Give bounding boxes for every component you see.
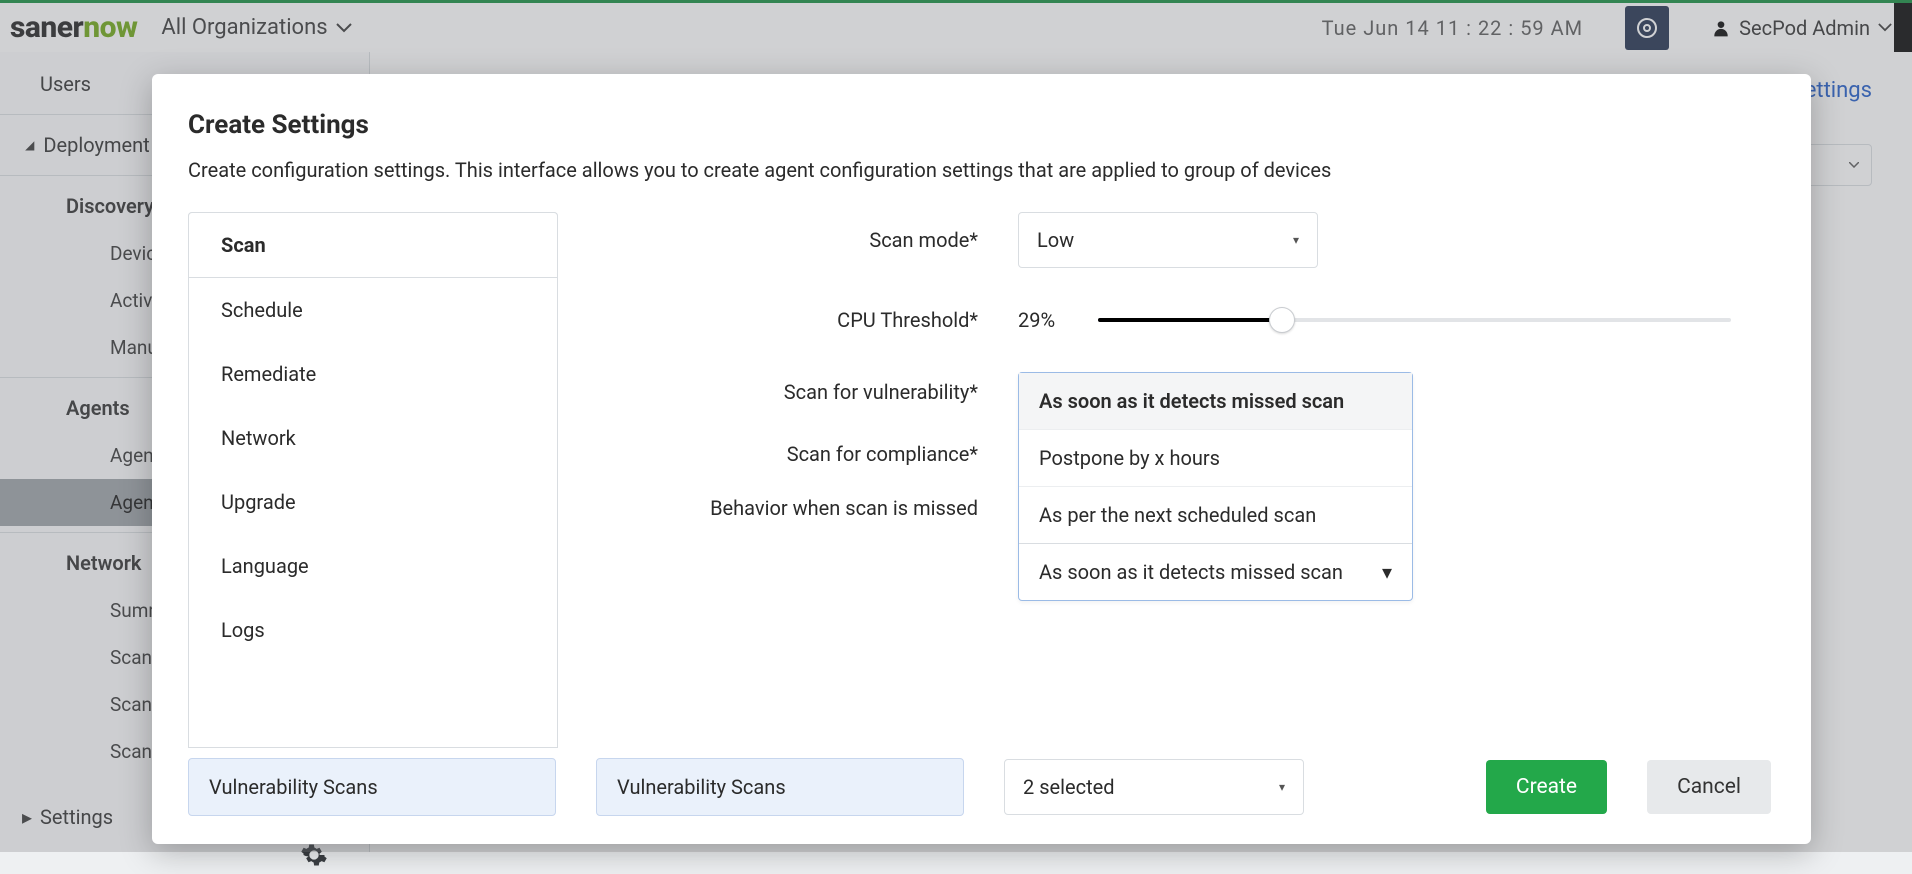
behavior-select[interactable]: As soon as it detects missed scan ▾: [1019, 543, 1412, 600]
create-button-label: Create: [1516, 775, 1577, 799]
modal-footer: Vulnerability Scans Vulnerability Scans …: [188, 748, 1771, 816]
tab-upgrade[interactable]: Upgrade: [189, 470, 557, 534]
modal-description: Create configuration settings. This inte…: [188, 158, 1771, 182]
tab-schedule[interactable]: Schedule: [189, 278, 557, 342]
settings-form: Scan mode* Low ▾ CPU Threshold* 29%: [558, 212, 1771, 748]
label-cpu-threshold: CPU Threshold*: [598, 308, 1018, 332]
tab-network[interactable]: Network: [189, 406, 557, 470]
behavior-option-1[interactable]: Postpone by x hours: [1019, 429, 1412, 486]
chip-input-1-value: Vulnerability Scans: [209, 775, 378, 799]
cancel-button[interactable]: Cancel: [1647, 760, 1771, 814]
tab-remediate[interactable]: Remediate: [189, 342, 557, 406]
tab-scan[interactable]: Scan: [188, 212, 558, 277]
behavior-option-0[interactable]: As soon as it detects missed scan: [1019, 373, 1412, 429]
slider-fill: [1098, 318, 1282, 322]
modal-title: Create Settings: [188, 110, 1771, 140]
settings-tab-list: Scan Schedule Remediate Network Upgrade …: [188, 212, 558, 748]
slider-thumb[interactable]: [1269, 307, 1295, 333]
chip-input-1[interactable]: Vulnerability Scans: [188, 758, 556, 816]
create-settings-modal: Create Settings Create configuration set…: [152, 74, 1811, 844]
cpu-threshold-slider[interactable]: 29%: [1018, 308, 1731, 332]
create-button[interactable]: Create: [1486, 760, 1607, 814]
label-scan-mode: Scan mode*: [598, 228, 1018, 252]
chip-input-2-value: Vulnerability Scans: [617, 775, 786, 799]
tab-language[interactable]: Language: [189, 534, 557, 598]
cancel-button-label: Cancel: [1677, 775, 1741, 799]
label-behavior-missed: Behavior when scan is missed: [598, 496, 1018, 520]
slider-track[interactable]: [1098, 318, 1731, 322]
cpu-threshold-value: 29%: [1018, 308, 1068, 332]
chevron-down-icon: ▾: [1382, 560, 1392, 584]
multi-select-value: 2 selected: [1023, 775, 1115, 799]
chevron-down-icon: ▾: [1293, 233, 1299, 247]
label-scan-vulnerability: Scan for vulnerability*: [598, 380, 1018, 404]
chip-input-2[interactable]: Vulnerability Scans: [596, 758, 964, 816]
label-scan-compliance: Scan for compliance*: [598, 442, 1018, 466]
behavior-dropdown-open: As soon as it detects missed scan Postpo…: [1018, 372, 1413, 601]
scan-mode-select[interactable]: Low ▾: [1018, 212, 1318, 268]
tab-logs[interactable]: Logs: [189, 598, 557, 662]
behavior-selected-value: As soon as it detects missed scan: [1039, 560, 1343, 584]
multi-select[interactable]: 2 selected ▾: [1004, 759, 1304, 815]
chevron-down-icon: ▾: [1279, 780, 1285, 794]
scan-mode-value: Low: [1037, 228, 1074, 252]
behavior-option-2[interactable]: As per the next scheduled scan: [1019, 486, 1412, 543]
